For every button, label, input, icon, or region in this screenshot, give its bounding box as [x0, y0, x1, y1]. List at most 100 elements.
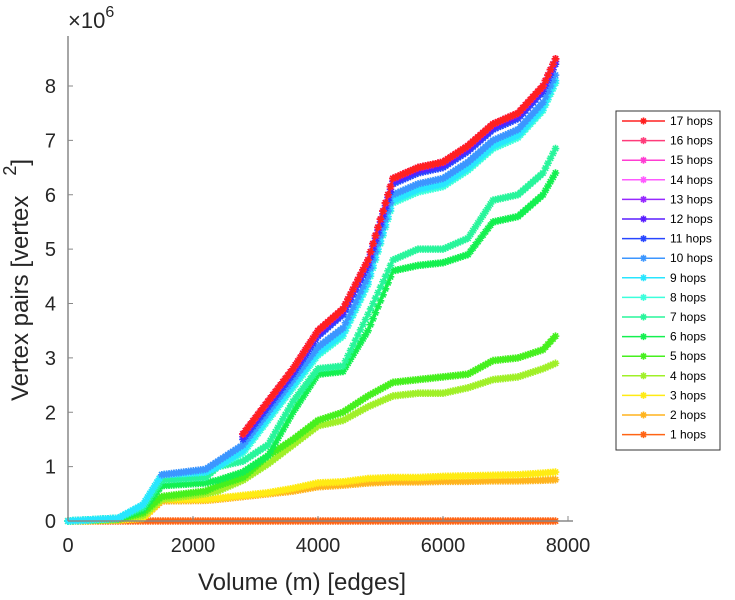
data-marker	[279, 378, 287, 386]
data-marker	[136, 502, 145, 510]
data-marker	[451, 239, 460, 248]
data-marker	[541, 93, 550, 101]
data-marker	[359, 265, 367, 274]
series-4-hops	[64, 359, 560, 525]
data-marker	[234, 469, 242, 478]
data-marker	[549, 149, 557, 158]
data-marker	[379, 291, 387, 299]
data-marker	[544, 87, 552, 96]
data-marker	[309, 334, 317, 343]
data-marker	[299, 362, 307, 371]
data-marker	[469, 382, 477, 390]
data-marker	[401, 250, 410, 259]
data-marker	[239, 446, 247, 455]
data-marker	[341, 415, 350, 423]
data-marker	[299, 384, 307, 393]
data-marker	[369, 299, 377, 308]
data-marker	[526, 349, 535, 358]
data-marker	[394, 194, 402, 202]
data-marker	[364, 326, 372, 335]
data-marker	[491, 140, 500, 149]
legend-item: 9 hops	[622, 271, 706, 285]
data-marker	[216, 481, 225, 489]
data-marker	[289, 408, 297, 417]
data-marker	[301, 345, 310, 354]
data-marker	[306, 381, 315, 390]
legend-label: 6 hops	[670, 330, 706, 344]
data-marker	[386, 379, 395, 388]
data-marker	[466, 247, 475, 256]
data-marker	[456, 253, 465, 261]
data-marker	[501, 131, 510, 139]
data-marker	[344, 295, 352, 303]
data-marker	[150, 482, 159, 490]
y-tick-label: 0	[45, 511, 56, 533]
x-tick-label: 2000	[171, 535, 216, 557]
data-marker	[464, 383, 472, 392]
data-marker	[474, 364, 482, 373]
data-marker	[494, 139, 502, 148]
data-marker	[294, 391, 302, 399]
data-marker	[544, 159, 552, 168]
data-marker	[544, 71, 552, 79]
data-marker	[539, 82, 547, 90]
data-marker	[449, 240, 457, 249]
legend-item: 15 hops	[622, 153, 713, 167]
y-tick-label: 5	[45, 239, 56, 261]
data-marker	[640, 293, 647, 301]
data-marker	[544, 362, 552, 371]
y-tick-label: 2	[45, 402, 56, 424]
data-marker	[541, 363, 550, 372]
data-marker	[301, 359, 310, 368]
legend-label: 2 hops	[670, 408, 706, 422]
data-marker	[474, 237, 482, 246]
data-marker	[409, 187, 417, 196]
data-marker	[359, 282, 367, 291]
data-marker	[374, 223, 382, 232]
data-marker	[541, 76, 550, 85]
data-marker	[391, 195, 400, 203]
data-marker	[491, 135, 500, 144]
data-marker	[444, 257, 452, 265]
data-marker	[496, 138, 505, 147]
data-marker	[396, 193, 405, 201]
data-marker	[546, 154, 555, 163]
data-marker	[379, 207, 387, 215]
data-marker	[379, 396, 387, 405]
data-marker	[346, 290, 355, 299]
y-axis-label-group: Vertex pairs [vertex2]	[0, 159, 34, 401]
data-marker	[499, 115, 507, 124]
data-marker	[391, 173, 400, 182]
data-marker	[201, 487, 210, 495]
y-tick-label: 1	[45, 457, 56, 479]
data-marker	[446, 256, 455, 265]
data-marker	[361, 330, 370, 339]
data-marker	[464, 234, 472, 243]
data-marker	[281, 421, 290, 430]
data-marker	[126, 507, 135, 516]
data-marker	[399, 192, 407, 200]
data-marker	[456, 237, 465, 246]
data-marker	[309, 371, 317, 380]
data-marker	[264, 397, 272, 406]
data-marker	[116, 513, 125, 521]
legend-label: 7 hops	[670, 310, 706, 324]
data-marker	[214, 476, 222, 485]
data-marker	[229, 480, 237, 489]
data-marker	[301, 381, 310, 389]
y-tick-label: 8	[45, 76, 56, 98]
data-marker	[274, 423, 282, 432]
series-layer	[64, 55, 560, 525]
data-marker	[486, 358, 495, 366]
data-marker	[219, 485, 227, 493]
data-marker	[381, 285, 390, 293]
data-marker	[464, 370, 472, 378]
data-marker	[381, 272, 390, 281]
data-marker	[264, 451, 272, 460]
data-marker	[471, 223, 480, 231]
data-marker	[274, 384, 282, 393]
data-marker	[640, 313, 647, 321]
data-marker	[454, 254, 462, 262]
data-marker	[271, 428, 280, 436]
data-marker	[281, 374, 290, 383]
